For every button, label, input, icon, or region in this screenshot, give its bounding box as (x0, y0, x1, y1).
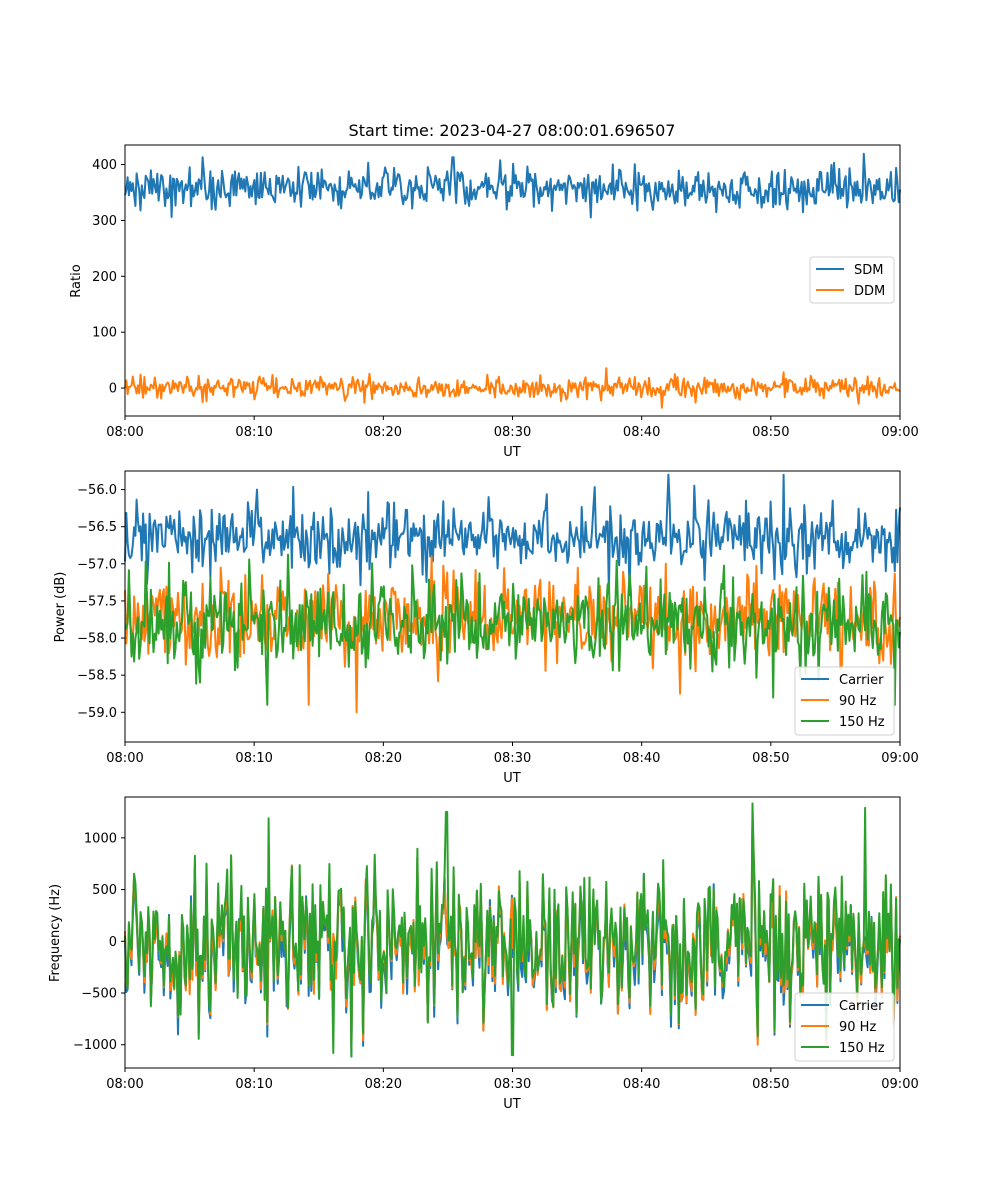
x-tick-label: 08:10 (235, 425, 272, 440)
x-tick-label: 08:40 (623, 1077, 660, 1092)
power-x-ticks: 08:00 08:10 08:20 08:30 08:40 08:50 09:00 (106, 742, 919, 766)
y-tick-label: −58.5 (77, 669, 117, 684)
ratio-legend: SDM DDM (809, 256, 895, 304)
legend-label: Carrier (839, 673, 884, 688)
chart-title: Start time: 2023-04-27 08:00:01.696507 (349, 121, 676, 140)
legend-label: SDM (854, 263, 883, 278)
frequency-y-ticks: −1000 −500 0 500 1000 (73, 831, 125, 1053)
legend-label: Carrier (839, 999, 884, 1014)
y-tick-label: 200 (92, 270, 117, 285)
series-line (124, 802, 901, 1058)
y-tick-label: −1000 (73, 1038, 117, 1053)
ratio-x-axis-label: UT (503, 445, 521, 460)
y-tick-label: 1000 (84, 831, 117, 846)
power-x-axis-label: UT (503, 771, 521, 786)
power-y-axis-label: Power (dB) (53, 572, 68, 643)
y-tick-label: −59.0 (77, 706, 117, 721)
ratio-panel: Start time: 2023-04-27 08:00:01.696507 0… (69, 121, 919, 460)
y-tick-label: 0 (109, 382, 117, 397)
x-tick-label: 08:50 (752, 425, 789, 440)
legend-label: 90 Hz (839, 694, 876, 709)
x-tick-label: 08:00 (106, 1077, 143, 1092)
frequency-panel: 08:00 08:10 08:20 08:30 08:40 08:50 09:00 −100… (48, 796, 919, 1112)
y-tick-label: −57.0 (77, 557, 117, 572)
x-tick-label: 09:00 (881, 751, 918, 766)
legend-box (794, 992, 895, 1062)
x-tick-label: 08:40 (623, 425, 660, 440)
series-line (124, 367, 901, 409)
y-tick-label: 500 (92, 883, 117, 898)
frequency-x-axis-label: UT (503, 1097, 521, 1112)
series-line (124, 555, 901, 714)
x-tick-label: 09:00 (881, 1077, 918, 1092)
y-tick-label: −56.5 (77, 520, 117, 535)
x-tick-label: 08:10 (235, 751, 272, 766)
y-tick-label: 300 (92, 214, 117, 229)
frequency-x-ticks: 08:00 08:10 08:20 08:30 08:40 08:50 09:00 (106, 1068, 919, 1092)
power-y-ticks: −59.0 −58.5 −58.0 −57.5 −57.0 −56.5 −56.0 (77, 483, 125, 721)
x-tick-label: 08:30 (494, 1077, 531, 1092)
ratio-y-ticks: 0 100 200 300 400 (92, 158, 125, 397)
x-tick-label: 08:00 (106, 751, 143, 766)
y-tick-label: −57.5 (77, 594, 117, 609)
x-tick-label: 09:00 (881, 425, 918, 440)
x-tick-label: 08:50 (752, 1077, 789, 1092)
legend-label: 150 Hz (839, 1041, 885, 1056)
legend-label: 90 Hz (839, 1020, 876, 1035)
ratio-series-layer (124, 152, 901, 409)
ratio-x-ticks: 08:00 08:10 08:20 08:30 08:40 08:50 09:00 (106, 416, 919, 440)
x-tick-label: 08:00 (106, 425, 143, 440)
frequency-y-axis-label: Frequency (Hz) (48, 884, 63, 982)
y-tick-label: 0 (109, 935, 117, 950)
y-tick-label: −56.0 (77, 483, 117, 498)
legend-box (794, 666, 895, 736)
y-tick-label: −500 (81, 987, 117, 1002)
legend-label: 150 Hz (839, 715, 885, 730)
power-panel: 08:00 08:10 08:20 08:30 08:40 08:50 09:00 −59.… (53, 470, 919, 786)
x-tick-label: 08:20 (365, 1077, 402, 1092)
power-series-layer (124, 473, 901, 714)
series-line (124, 152, 901, 219)
ratio-y-axis-label: Ratio (69, 264, 84, 297)
frequency-series-layer (124, 802, 901, 1058)
power-legend: Carrier 90 Hz 150 Hz (794, 666, 895, 736)
y-tick-label: 100 (92, 326, 117, 341)
series-line (124, 553, 901, 706)
y-tick-label: −58.0 (77, 632, 117, 647)
frequency-legend: Carrier 90 Hz 150 Hz (794, 992, 895, 1062)
x-tick-label: 08:40 (623, 751, 660, 766)
x-tick-label: 08:30 (494, 425, 531, 440)
legend-label: DDM (854, 284, 885, 299)
x-tick-label: 08:20 (365, 425, 402, 440)
x-tick-label: 08:30 (494, 751, 531, 766)
x-tick-label: 08:10 (235, 1077, 272, 1092)
series-line (124, 473, 901, 597)
x-tick-label: 08:20 (365, 751, 402, 766)
y-tick-label: 400 (92, 158, 117, 173)
x-tick-label: 08:50 (752, 751, 789, 766)
